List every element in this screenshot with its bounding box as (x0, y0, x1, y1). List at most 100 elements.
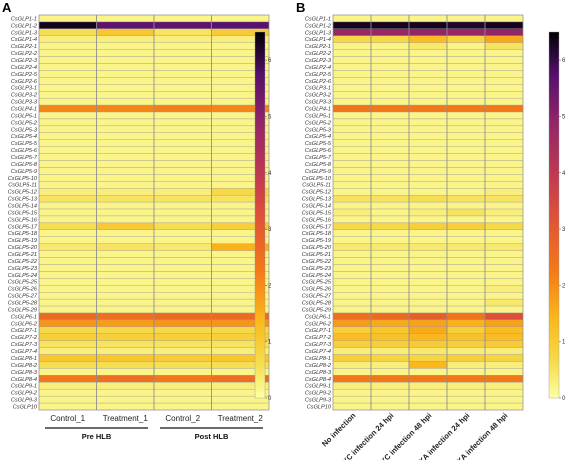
heatmap-cell (38, 326, 97, 334)
heatmap-cell (408, 368, 448, 376)
heatmap-cell (332, 298, 372, 307)
heatmap-cell (211, 402, 270, 411)
heatmap-cell (484, 167, 524, 175)
row-label: CsGLP5-10 (302, 176, 332, 182)
colorbar-tick-label: 0 (268, 396, 272, 402)
row-label: CsGLP9-3 (11, 398, 38, 404)
heatmap-cell (96, 70, 155, 78)
heatmap-cell (153, 118, 212, 127)
row-label: CsGLP5-8 (11, 162, 38, 168)
heatmap-cell (484, 42, 524, 50)
heatmap-cell (38, 354, 97, 362)
heatmap-cell (484, 63, 524, 71)
colorbar-tick-label: 0 (562, 396, 566, 402)
row-label: CsGLP7-4 (11, 349, 37, 355)
heatmap-cell (96, 21, 155, 30)
row-label: CsGLP5-11 (8, 183, 37, 189)
heatmap-cell (446, 333, 486, 341)
heatmap-cell (408, 389, 448, 397)
heatmap-cell (96, 201, 155, 210)
heatmap-cell (332, 389, 372, 397)
heatmap-cell (370, 340, 410, 348)
heatmap-cell (446, 174, 486, 182)
heatmap-cell (96, 104, 155, 113)
row-label: CsGLP8-2 (305, 363, 332, 369)
heatmap-cell (484, 395, 524, 404)
heatmap-cell (484, 354, 524, 362)
heatmap-cell (408, 305, 448, 314)
heatmap-cell (370, 146, 410, 154)
row-label: CsGLP5-7 (305, 155, 332, 161)
heatmap-cell (332, 278, 372, 286)
heatmap-cell (484, 333, 524, 341)
heatmap-cell (332, 333, 372, 341)
heatmap-cell (484, 361, 524, 369)
heatmap-cell (370, 208, 410, 217)
heatmap-cell (484, 285, 524, 293)
heatmap-cell (408, 153, 448, 161)
heatmap-cell (408, 70, 448, 78)
heatmap-cell (370, 201, 410, 210)
heatmap-cell (446, 319, 486, 328)
row-label: CsGLP5-20 (8, 245, 38, 251)
row-label: CsGLP3-3 (305, 100, 332, 106)
heatmap-cell (96, 208, 155, 217)
heatmap-cell (332, 167, 372, 175)
heatmap-cell (370, 160, 410, 168)
heatmap-cell (38, 35, 97, 43)
heatmap-cell (38, 236, 97, 244)
row-label: CsGLP5-15 (302, 210, 332, 216)
heatmap-cell (96, 402, 155, 411)
heatmap-cell (446, 167, 486, 175)
heatmap-cell (96, 312, 155, 321)
heatmap-cell (332, 188, 372, 196)
row-label: CsGLP5-1 (11, 113, 37, 119)
heatmap-cell (370, 104, 410, 113)
heatmap-cell (38, 257, 97, 265)
heatmap-cell (446, 229, 486, 237)
row-label: CsGLP5-19 (8, 238, 37, 244)
column-label: Control_1 (50, 414, 85, 423)
heatmap-cell (408, 319, 448, 328)
heatmap-cell (370, 278, 410, 286)
row-label: CsGLP2-4 (305, 65, 331, 71)
heatmap-cell (153, 91, 212, 99)
heatmap-cell (408, 402, 448, 411)
heatmap-cell (484, 84, 524, 92)
heatmap-cell (153, 236, 212, 244)
heatmap-cell (484, 181, 524, 189)
heatmap-cell (484, 146, 524, 154)
heatmap-cell (96, 139, 155, 147)
heatmap-cell (96, 382, 155, 390)
heatmap-cell (153, 42, 212, 50)
row-label: CsGLP5-24 (302, 273, 331, 279)
row-label: CsGLP4-1 (305, 106, 331, 112)
heatmap-cell (96, 63, 155, 71)
heatmap-cell (96, 292, 155, 300)
heatmap-cell (446, 222, 486, 230)
heatmap-cell (484, 312, 524, 321)
heatmap-cell (38, 160, 97, 168)
row-label: CsGLP10 (13, 404, 38, 410)
heatmap-cell (96, 35, 155, 43)
heatmap-cell (153, 97, 212, 106)
row-label: CsGLP5-3 (11, 127, 38, 133)
row-label: CsGLP3-2 (11, 93, 38, 99)
heatmap-cell (408, 146, 448, 154)
heatmap-cell (38, 292, 97, 300)
heatmap-cell (332, 285, 372, 293)
row-label: CsGLP5-28 (302, 301, 332, 307)
heatmap-cell (370, 236, 410, 244)
heatmap-cell (484, 305, 524, 314)
heatmap-cell (446, 201, 486, 210)
heatmap-cell (446, 35, 486, 43)
heatmap-cell (96, 181, 155, 189)
heatmap-cell (38, 278, 97, 286)
heatmap-cell (332, 91, 372, 99)
heatmap-cell (96, 56, 155, 64)
heatmap-cell (484, 292, 524, 300)
row-label: CsGLP4-1 (11, 106, 37, 112)
heatmap-cell (332, 174, 372, 182)
row-label: CsGLP2-1 (305, 44, 331, 50)
heatmap-cell (370, 63, 410, 71)
